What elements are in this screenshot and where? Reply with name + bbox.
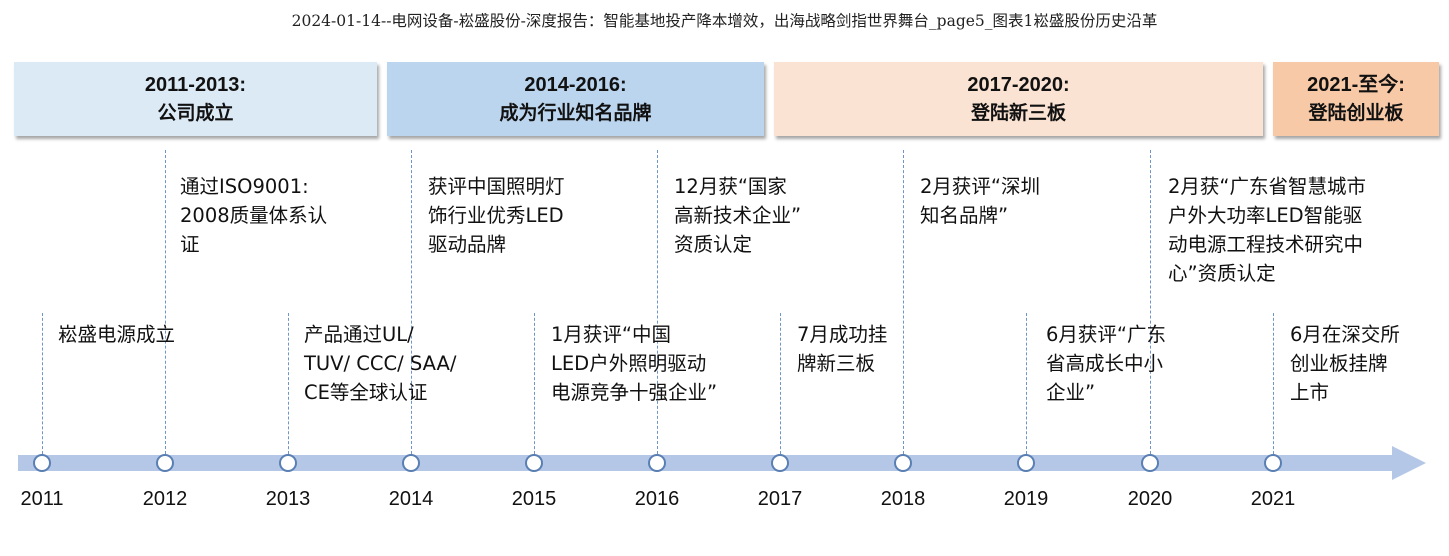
phase-range: 2014-2016:: [524, 74, 627, 96]
connector-line-2021: [1273, 313, 1274, 454]
connector-line-2013: [288, 313, 289, 454]
event-2021: 6月在深交所 创业板挂牌 上市: [1290, 323, 1400, 404]
event-2018: 2月获评“深圳 知名品牌”: [920, 175, 1041, 227]
year-label-2020: 2020: [1127, 488, 1173, 510]
phase-name: 登陆创业板: [1308, 102, 1404, 124]
year-label-2021: 2021: [1250, 488, 1296, 510]
timeline-node-2013: [279, 454, 297, 472]
connector-line-2015: [534, 313, 535, 454]
connector-line-2020: [1150, 150, 1151, 454]
event-2020: 2月获“广东省智慧城市 户外大功率LED智能驱 动电源工程技术研究中 心”资质认…: [1168, 175, 1367, 285]
year-label-2017: 2017: [757, 488, 803, 510]
phase-range: 2011-2013:: [144, 74, 247, 96]
timeline-node-2017: [771, 454, 789, 472]
document-title: 2024-01-14--电网设备-崧盛股份-深度报告：智能基地投产降本增效，出海…: [291, 12, 1158, 30]
timeline-axis-arrow: [18, 446, 1426, 480]
event-2014: 获评中国照明灯 饰行业优秀LED 驱动品牌: [428, 175, 565, 256]
timeline-node-2016: [648, 454, 666, 472]
phase-box-2021-present: 2021-至今: 登陆创业板: [1273, 62, 1439, 136]
timeline-node-2011: [33, 454, 51, 472]
year-label-2014: 2014: [388, 488, 434, 510]
phase-range: 2017-2020:: [967, 74, 1070, 96]
event-2016: 12月获“国家 高新技术企业” 资质认定: [674, 175, 802, 256]
phase-name: 成为行业知名品牌: [499, 102, 652, 124]
timeline-node-2015: [525, 454, 543, 472]
connector-line-2011: [42, 313, 43, 454]
event-2011: 崧盛电源成立: [58, 323, 176, 346]
timeline-arrow-shape: [18, 446, 1426, 480]
year-label-2015: 2015: [511, 488, 557, 510]
timeline-node-2020: [1141, 454, 1159, 472]
year-label-2016: 2016: [634, 488, 680, 510]
event-2015: 1月获评“中国 LED户外照明驱动 电源竞争十强企业”: [551, 323, 718, 404]
phase-box-2014-2016: 2014-2016: 成为行业知名品牌: [387, 62, 764, 136]
timeline-node-2014: [402, 454, 420, 472]
event-2012: 通过ISO9001: 2008质量体系认 证: [180, 175, 328, 256]
connector-line-2019: [1026, 313, 1027, 454]
year-label-2019: 2019: [1003, 488, 1049, 510]
year-label-2011: 2011: [20, 488, 64, 510]
event-2019: 6月获评“广东 省高成长中小 企业”: [1046, 323, 1167, 404]
year-label-2012: 2012: [142, 488, 188, 510]
timeline-node-2018: [894, 454, 912, 472]
event-2013: 产品通过UL/ TUV/ CCC/ SAA/ CE等全球认证: [304, 323, 457, 404]
event-2017: 7月成功挂 牌新三板: [797, 323, 888, 375]
year-label-2013: 2013: [265, 488, 311, 510]
timeline-node-2019: [1017, 454, 1035, 472]
phase-name: 登陆新三板: [970, 102, 1066, 124]
phase-range: 2021-至今:: [1307, 74, 1405, 96]
connector-line-2016: [657, 150, 658, 454]
connector-line-2017: [780, 313, 781, 454]
phase-box-2011-2013: 2011-2013: 公司成立: [14, 62, 377, 136]
phase-name: 公司成立: [157, 102, 234, 124]
connector-line-2018: [903, 150, 904, 454]
year-label-2018: 2018: [880, 488, 926, 510]
timeline-node-2021: [1264, 454, 1282, 472]
connector-line-2012: [165, 150, 166, 454]
timeline-node-2012: [156, 454, 174, 472]
connector-line-2014: [411, 150, 412, 454]
phase-box-2017-2020: 2017-2020: 登陆新三板: [774, 62, 1263, 136]
